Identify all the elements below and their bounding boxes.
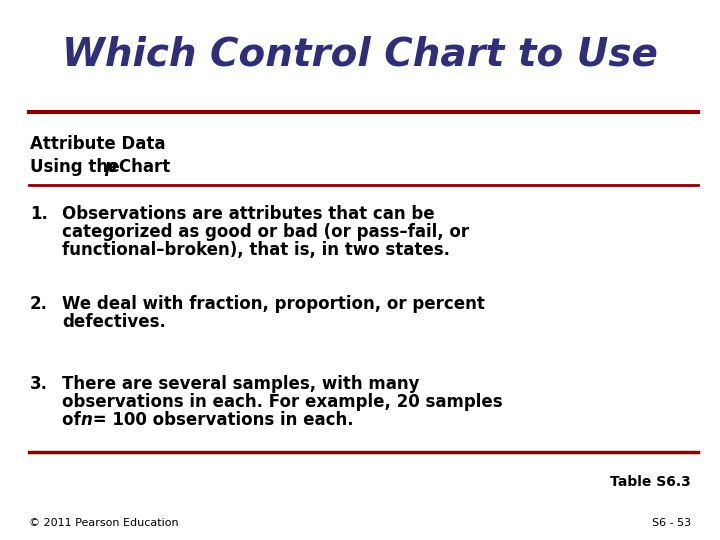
Text: defectives.: defectives. — [62, 313, 166, 331]
Text: -Chart: -Chart — [112, 158, 170, 176]
Text: of: of — [62, 411, 86, 429]
Text: p: p — [104, 158, 116, 176]
Text: categorized as good or bad (or pass–fail, or: categorized as good or bad (or pass–fail… — [62, 223, 469, 241]
Text: = 100 observations in each.: = 100 observations in each. — [87, 411, 354, 429]
Text: We deal with fraction, proportion, or percent: We deal with fraction, proportion, or pe… — [62, 295, 485, 313]
Text: Observations are attributes that can be: Observations are attributes that can be — [62, 205, 435, 223]
Text: Using the: Using the — [30, 158, 125, 176]
Text: observations in each. For example, 20 samples: observations in each. For example, 20 sa… — [62, 393, 503, 411]
Text: Which Control Chart to Use: Which Control Chart to Use — [62, 36, 658, 74]
Text: 2.: 2. — [30, 295, 48, 313]
Text: n: n — [81, 411, 92, 429]
Text: S6 - 53: S6 - 53 — [652, 518, 691, 528]
Text: Table S6.3: Table S6.3 — [611, 475, 691, 489]
Text: There are several samples, with many: There are several samples, with many — [62, 375, 420, 393]
Text: 1.: 1. — [30, 205, 48, 223]
Text: © 2011 Pearson Education: © 2011 Pearson Education — [29, 518, 179, 528]
Text: Attribute Data: Attribute Data — [30, 135, 166, 153]
Text: functional–broken), that is, in two states.: functional–broken), that is, in two stat… — [62, 241, 450, 259]
Text: 3.: 3. — [30, 375, 48, 393]
